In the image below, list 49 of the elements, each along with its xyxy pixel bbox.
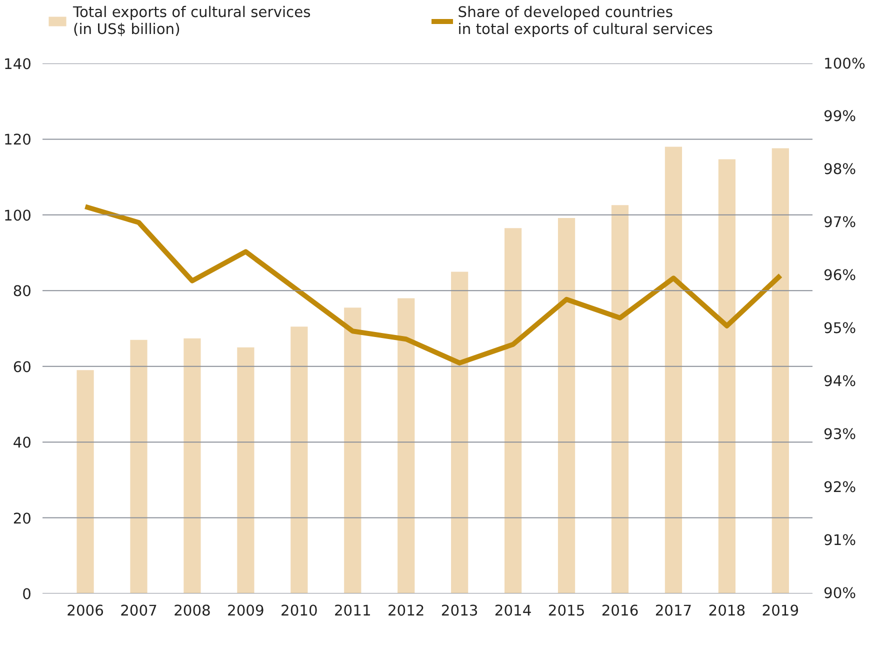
y-tick-label: 0 — [22, 586, 32, 603]
y2-tick-label: 93% — [824, 426, 856, 443]
bar — [451, 272, 468, 594]
bar — [184, 338, 201, 594]
y2-tick-label: 95% — [824, 320, 856, 337]
x-tick-label: 2017 — [654, 602, 692, 620]
x-tick-label: 2014 — [494, 602, 532, 620]
x-tick-label: 2013 — [440, 602, 478, 620]
y2-tick-label: 100% — [824, 56, 866, 72]
x-tick-label: 2006 — [66, 602, 104, 620]
x-tick-label: 2016 — [601, 602, 639, 620]
bar — [344, 308, 362, 594]
bar — [664, 146, 682, 594]
bar — [718, 159, 736, 594]
bar — [504, 228, 522, 594]
x-tick-label: 2012 — [387, 602, 425, 620]
y-tick-label: 100 — [4, 207, 32, 224]
y-tick-label: 140 — [4, 56, 32, 73]
y-tick-label: 60 — [12, 358, 32, 376]
x-tick-label: 2011 — [334, 602, 372, 620]
y2-tick-label: 94% — [824, 373, 856, 390]
legend-label: Total exports of cultural services (in US$ billion) — [73, 4, 311, 38]
bar — [130, 340, 148, 594]
x-tick-label: 2007 — [120, 602, 158, 620]
y2-tick-label: 90% — [824, 585, 856, 602]
bar — [237, 347, 254, 594]
x-tick-label: 2018 — [708, 602, 746, 620]
legend-label: Share of developed countries in total exports of cultural services — [458, 4, 713, 38]
x-tick-label: 2015 — [548, 602, 586, 620]
y-tick-label: 20 — [12, 510, 32, 528]
bar — [398, 298, 415, 594]
y-tick-label: 80 — [12, 283, 32, 300]
x-tick-label: 2010 — [280, 602, 318, 620]
y2-tick-label: 97% — [824, 214, 856, 231]
bar — [772, 148, 789, 594]
y-tick-label: 40 — [12, 434, 32, 452]
x-tick-label: 2008 — [174, 602, 211, 620]
y2-tick-label: 98% — [824, 161, 856, 178]
bar — [76, 370, 94, 594]
y2-tick-label: 96% — [824, 267, 856, 284]
bar — [558, 218, 576, 594]
x-tick-label: 2009 — [227, 602, 264, 620]
y2-tick-label: 92% — [824, 479, 856, 496]
bar — [290, 326, 308, 594]
bar — [611, 205, 629, 594]
y2-tick-label: 99% — [824, 108, 856, 125]
x-tick-label: 2019 — [762, 602, 800, 620]
y-tick-label: 120 — [4, 132, 32, 149]
y2-tick-label: 91% — [824, 532, 856, 549]
